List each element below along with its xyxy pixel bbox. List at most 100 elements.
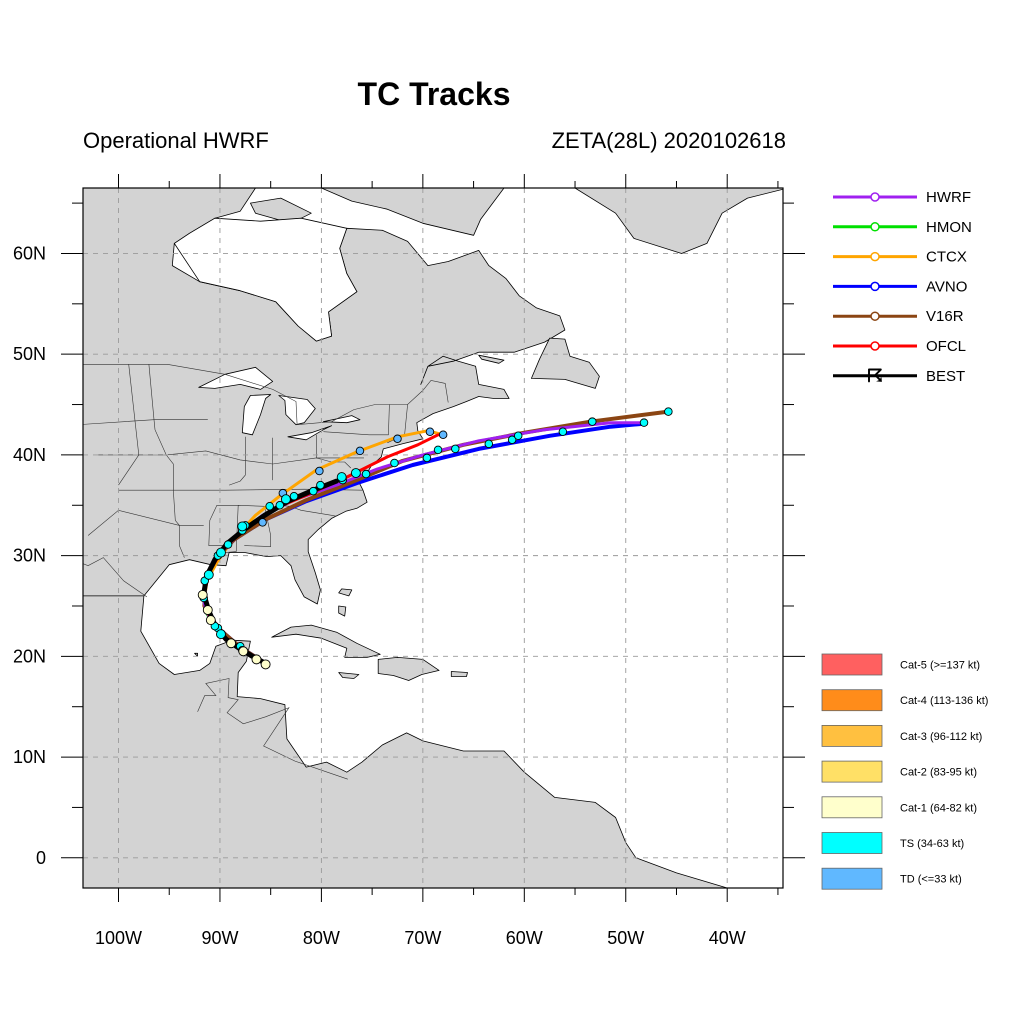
legend-marker-ctcx — [870, 251, 880, 262]
lake-michigan — [241, 394, 272, 436]
track-marker-ctcx — [315, 466, 324, 476]
baffin-island-land — [321, 188, 505, 236]
track-marker-avno — [507, 435, 517, 445]
track-marker-avno — [558, 427, 568, 436]
storm-subtitle: ZETA(28L) 2020102618 — [551, 128, 786, 153]
lon-tick-label: 60W — [506, 928, 543, 948]
track-marker-avno — [275, 501, 285, 510]
state-lines-5 — [83, 419, 208, 425]
track-marker-ctcx — [438, 430, 448, 440]
lon-tick-label: 80W — [303, 928, 340, 948]
track-marker-avno — [484, 439, 494, 449]
anticosti-land — [478, 354, 505, 364]
track-marker-ctcx — [355, 446, 365, 456]
lat-tick-label: 50N — [13, 344, 46, 364]
category-label: Cat-4 (113-136 kt) — [900, 695, 988, 707]
state-lines-9 — [277, 505, 337, 517]
track-marker-best — [336, 472, 347, 483]
legend-label-ctcx: CTCX — [926, 249, 967, 266]
lon-tick-label: 50W — [607, 928, 644, 948]
lake-superior — [198, 366, 274, 390]
state-lines-10 — [228, 436, 246, 486]
greenland-land — [574, 188, 783, 254]
lat-tick-label: 30N — [13, 546, 46, 566]
track-marker-avno — [422, 453, 432, 463]
track-marker-v16r — [513, 431, 523, 441]
bahamas-land — [338, 588, 353, 597]
legend-label-v16r: V16R — [926, 308, 964, 325]
storm-tracks — [197, 407, 673, 670]
legend-marker-best-hurricane-icon: ☈ — [867, 366, 883, 386]
model-legend: HWRF HMON CTCX AVNO V16R OFCL ☈ BEST — [833, 189, 972, 386]
puerto-rico-land — [450, 671, 468, 677]
category-label: Cat-2 (83-95 kt) — [900, 767, 977, 779]
hispaniola-land — [377, 657, 440, 681]
track-marker-hmon — [316, 480, 325, 490]
state-lines-13 — [323, 404, 390, 436]
track-marker-best — [216, 547, 226, 558]
legend-label-ofcl: OFCL — [926, 338, 966, 355]
track-marker-avno — [390, 458, 399, 468]
north-america-land — [83, 384, 729, 888]
lon-tick-label: 40W — [709, 928, 746, 948]
legend-marker-hwrf — [870, 192, 880, 202]
track-marker-hmon — [265, 502, 274, 511]
category-swatch — [821, 725, 883, 747]
newfoundland-land — [531, 337, 600, 389]
islands-of-gulf-land — [194, 652, 198, 657]
legend-marker-ofcl — [870, 341, 880, 351]
cuba-land — [271, 624, 381, 658]
state-lines-8 — [208, 505, 240, 546]
plot-frame — [82, 187, 784, 889]
state-lines-2 — [148, 364, 185, 558]
track-marker-hmon — [289, 491, 299, 501]
category-swatch — [821, 653, 883, 676]
legend-label-avno: AVNO — [926, 278, 967, 295]
legend-marker-hmon — [870, 222, 880, 232]
map-title: TC Tracks — [357, 76, 511, 112]
track-marker-avno — [639, 418, 649, 427]
track-marker-avno — [309, 486, 318, 496]
lat-tick-label: 60N — [13, 243, 46, 263]
track-marker-avno — [361, 469, 371, 479]
category-swatch — [821, 796, 883, 819]
track-marker-best — [203, 569, 214, 580]
lon-tick-label: 90W — [201, 928, 238, 948]
track-marker-hmon — [223, 540, 233, 549]
category-swatch — [821, 832, 883, 854]
track-marker-ctcx — [425, 427, 435, 436]
category-label: TS (34-63 kt) — [900, 838, 964, 850]
track-marker-v16r — [433, 445, 443, 455]
lat-tick-label: 0 — [36, 848, 46, 868]
axis-tick-labels: 100W 90W 80W 70W 60W 50W 40W 0 10N 20N 30N 40N 50N 60… — [13, 243, 746, 948]
lake-huron — [278, 395, 316, 426]
legend-label-hwrf: HWRF — [926, 189, 971, 206]
lat-tick-label: 20N — [13, 646, 46, 666]
us-canada-border — [83, 364, 449, 426]
state-lines-15 — [118, 364, 140, 486]
track-marker-best — [280, 494, 291, 505]
track-marker-best — [205, 615, 216, 626]
state-lines-7 — [87, 509, 204, 536]
track-marker-best — [226, 638, 237, 649]
track-marker-best — [202, 605, 213, 615]
category-swatch — [821, 760, 883, 783]
track-marker-avno — [451, 444, 460, 454]
track-marker-best — [260, 659, 271, 670]
lon-tick-label: 70W — [404, 928, 441, 948]
category-label: Cat-5 (>=137 kt) — [900, 660, 980, 672]
legend-marker-v16r — [870, 311, 880, 321]
track-marker-best — [350, 468, 361, 478]
track-marker-best — [238, 646, 249, 657]
legend-label-best: BEST — [926, 368, 965, 385]
track-marker-best — [197, 589, 208, 600]
andros-land — [338, 605, 347, 617]
track-marker-ctcx — [393, 434, 402, 444]
legend-marker-avno — [870, 281, 880, 292]
lake-erie — [287, 425, 332, 441]
axis-ticks — [61, 174, 805, 902]
lon-tick-label: 100W — [95, 928, 142, 948]
category-swatch — [821, 689, 883, 712]
category-label: TD (<=33 kt) — [900, 874, 962, 886]
